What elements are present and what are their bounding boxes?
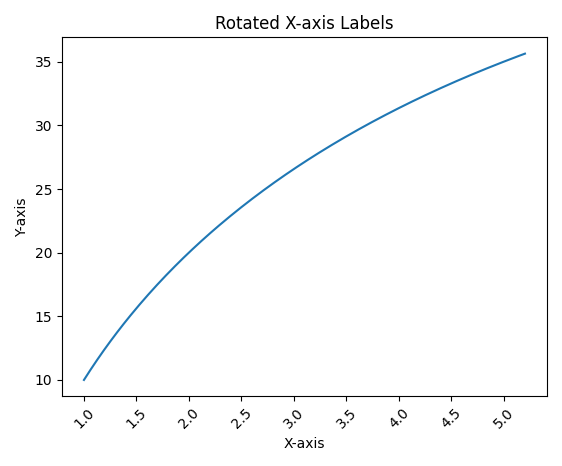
Y-axis label: Y-axis: Y-axis xyxy=(15,197,29,237)
Title: Rotated X-axis Labels: Rotated X-axis Labels xyxy=(215,15,394,33)
X-axis label: X-axis: X-axis xyxy=(284,437,325,451)
